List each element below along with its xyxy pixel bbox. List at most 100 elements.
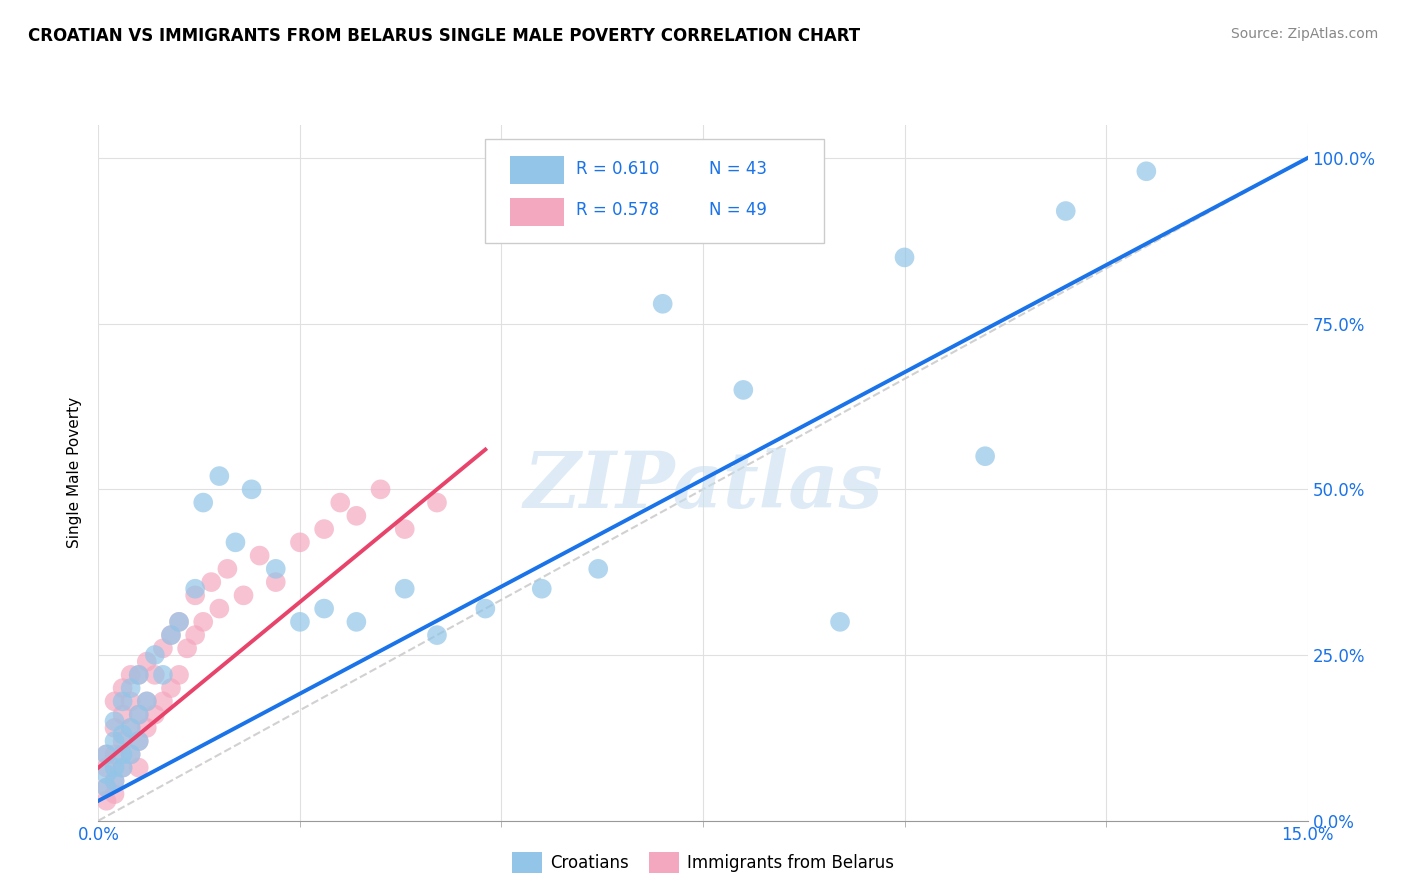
Point <box>111 694 134 708</box>
Point <box>143 648 166 662</box>
Text: N = 43: N = 43 <box>709 160 768 178</box>
Point <box>152 641 174 656</box>
Point <box>344 508 367 523</box>
Point <box>103 721 125 735</box>
Point <box>217 562 239 576</box>
Point <box>1054 204 1077 219</box>
Point <box>128 668 150 682</box>
Point <box>111 727 134 741</box>
Point <box>370 483 392 497</box>
Point <box>135 694 157 708</box>
Text: R = 0.578: R = 0.578 <box>576 202 659 219</box>
Point <box>288 615 311 629</box>
Point <box>128 668 150 682</box>
Point <box>135 721 157 735</box>
Point <box>264 562 287 576</box>
Point <box>128 707 150 722</box>
Text: CROATIAN VS IMMIGRANTS FROM BELARUS SINGLE MALE POVERTY CORRELATION CHART: CROATIAN VS IMMIGRANTS FROM BELARUS SING… <box>28 27 860 45</box>
FancyBboxPatch shape <box>485 139 824 244</box>
Point <box>208 601 231 615</box>
Point <box>329 495 352 509</box>
Point <box>530 582 553 596</box>
Point <box>193 495 215 509</box>
Y-axis label: Single Male Poverty: Single Male Poverty <box>67 397 83 549</box>
Point <box>1135 164 1157 178</box>
Point <box>314 601 336 615</box>
Point <box>200 575 222 590</box>
Point <box>264 575 287 590</box>
Text: ZIPatlas: ZIPatlas <box>523 449 883 524</box>
Point <box>184 628 207 642</box>
Point <box>111 747 134 762</box>
Point <box>586 562 609 576</box>
Point <box>111 681 134 695</box>
Point <box>176 641 198 656</box>
Point <box>120 668 142 682</box>
Point <box>120 747 142 762</box>
Point <box>103 714 125 729</box>
Point <box>135 655 157 669</box>
Point <box>167 615 190 629</box>
Point <box>184 588 207 602</box>
Point <box>103 761 125 775</box>
Point <box>128 707 150 722</box>
Point <box>143 707 166 722</box>
Point <box>111 761 134 775</box>
Point <box>103 734 125 748</box>
Point <box>128 761 150 775</box>
Point <box>184 582 207 596</box>
Point <box>103 773 125 788</box>
Point <box>111 761 134 775</box>
Point <box>160 628 183 642</box>
Point <box>160 681 183 695</box>
Point <box>96 794 118 808</box>
Legend: Croatians, Immigrants from Belarus: Croatians, Immigrants from Belarus <box>505 846 901 880</box>
Point <box>120 721 142 735</box>
Point <box>120 747 142 762</box>
Point <box>111 734 134 748</box>
Point <box>208 469 231 483</box>
Point <box>96 761 118 775</box>
Point <box>96 767 118 781</box>
Text: N = 49: N = 49 <box>709 202 766 219</box>
Point <box>143 668 166 682</box>
Point <box>152 668 174 682</box>
FancyBboxPatch shape <box>509 156 564 184</box>
Point <box>394 582 416 596</box>
Point <box>232 588 254 602</box>
FancyBboxPatch shape <box>509 198 564 226</box>
Point <box>288 535 311 549</box>
Point <box>474 601 496 615</box>
Point <box>135 694 157 708</box>
Point <box>152 694 174 708</box>
Point <box>96 747 118 762</box>
Point <box>193 615 215 629</box>
Point <box>167 668 190 682</box>
Point <box>103 773 125 788</box>
Point <box>96 747 118 762</box>
Point <box>111 707 134 722</box>
Point <box>828 615 851 629</box>
Point <box>249 549 271 563</box>
Point <box>120 694 142 708</box>
Point <box>893 251 915 265</box>
Text: R = 0.610: R = 0.610 <box>576 160 659 178</box>
Point <box>240 483 263 497</box>
Point <box>394 522 416 536</box>
Point <box>96 780 118 795</box>
Text: Source: ZipAtlas.com: Source: ZipAtlas.com <box>1230 27 1378 41</box>
Point <box>224 535 246 549</box>
Point <box>128 734 150 748</box>
Point <box>120 721 142 735</box>
Point <box>426 628 449 642</box>
Point <box>103 747 125 762</box>
Point <box>344 615 367 629</box>
Point <box>651 297 673 311</box>
Point <box>120 681 142 695</box>
Point <box>103 787 125 801</box>
Point <box>426 495 449 509</box>
Point <box>974 449 997 463</box>
Point <box>314 522 336 536</box>
Point <box>128 734 150 748</box>
Point <box>733 383 755 397</box>
